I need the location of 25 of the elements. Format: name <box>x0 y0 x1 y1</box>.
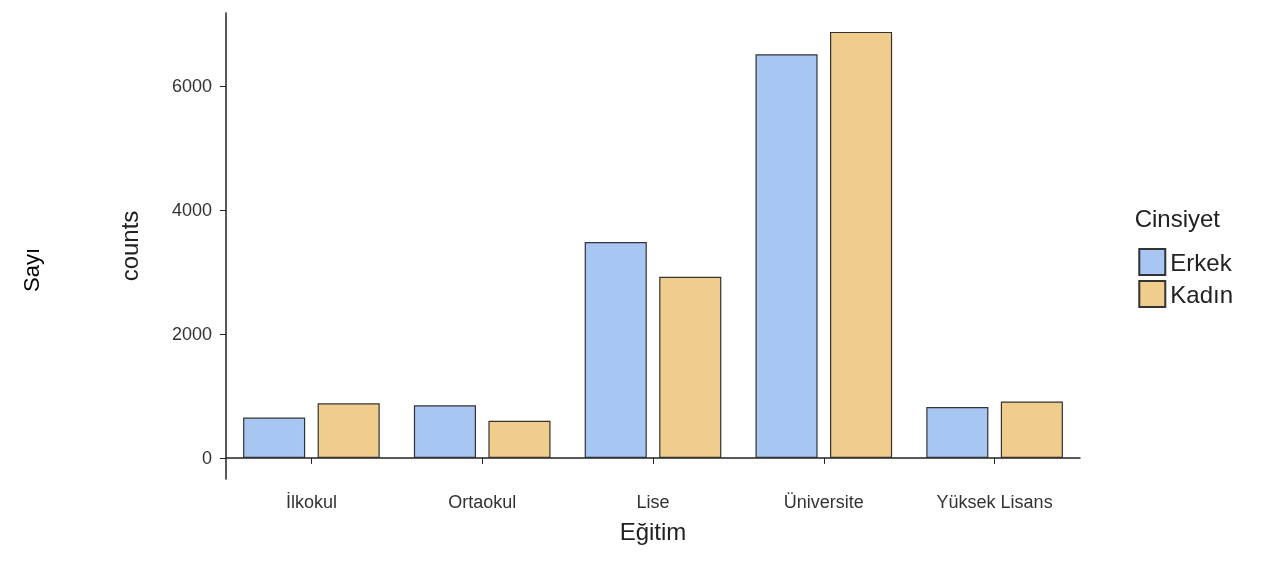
bar <box>830 31 893 458</box>
x-tick-label: Ortaokul <box>448 492 517 512</box>
bar <box>317 403 380 458</box>
y-axis-title: counts <box>115 210 143 282</box>
x-tick-label: İlkokul <box>285 492 337 512</box>
legend-label: Erkek <box>1170 248 1233 276</box>
legend-title: Cinsiyet <box>1134 204 1221 232</box>
x-tick-label: Lise <box>636 492 670 512</box>
bar <box>755 54 818 458</box>
x-tick-label: Üniversite <box>783 492 864 512</box>
bar <box>659 276 722 458</box>
y-tick-label: 2000 <box>171 323 212 344</box>
text: Sayı <box>18 247 44 293</box>
x-tick-label: Yüksek Lisans <box>936 492 1053 512</box>
y-tick-label: 6000 <box>171 75 212 96</box>
bar <box>1000 401 1063 458</box>
x-axis-title: Eğitim <box>619 517 687 545</box>
bar <box>488 420 551 458</box>
y-tick-label: 4000 <box>171 199 212 220</box>
legend-label: Kadın <box>1170 280 1233 308</box>
bar <box>413 405 476 458</box>
bar <box>243 417 306 458</box>
bar <box>926 407 989 458</box>
bar <box>584 242 647 458</box>
y-tick-label: 0 <box>201 447 212 468</box>
